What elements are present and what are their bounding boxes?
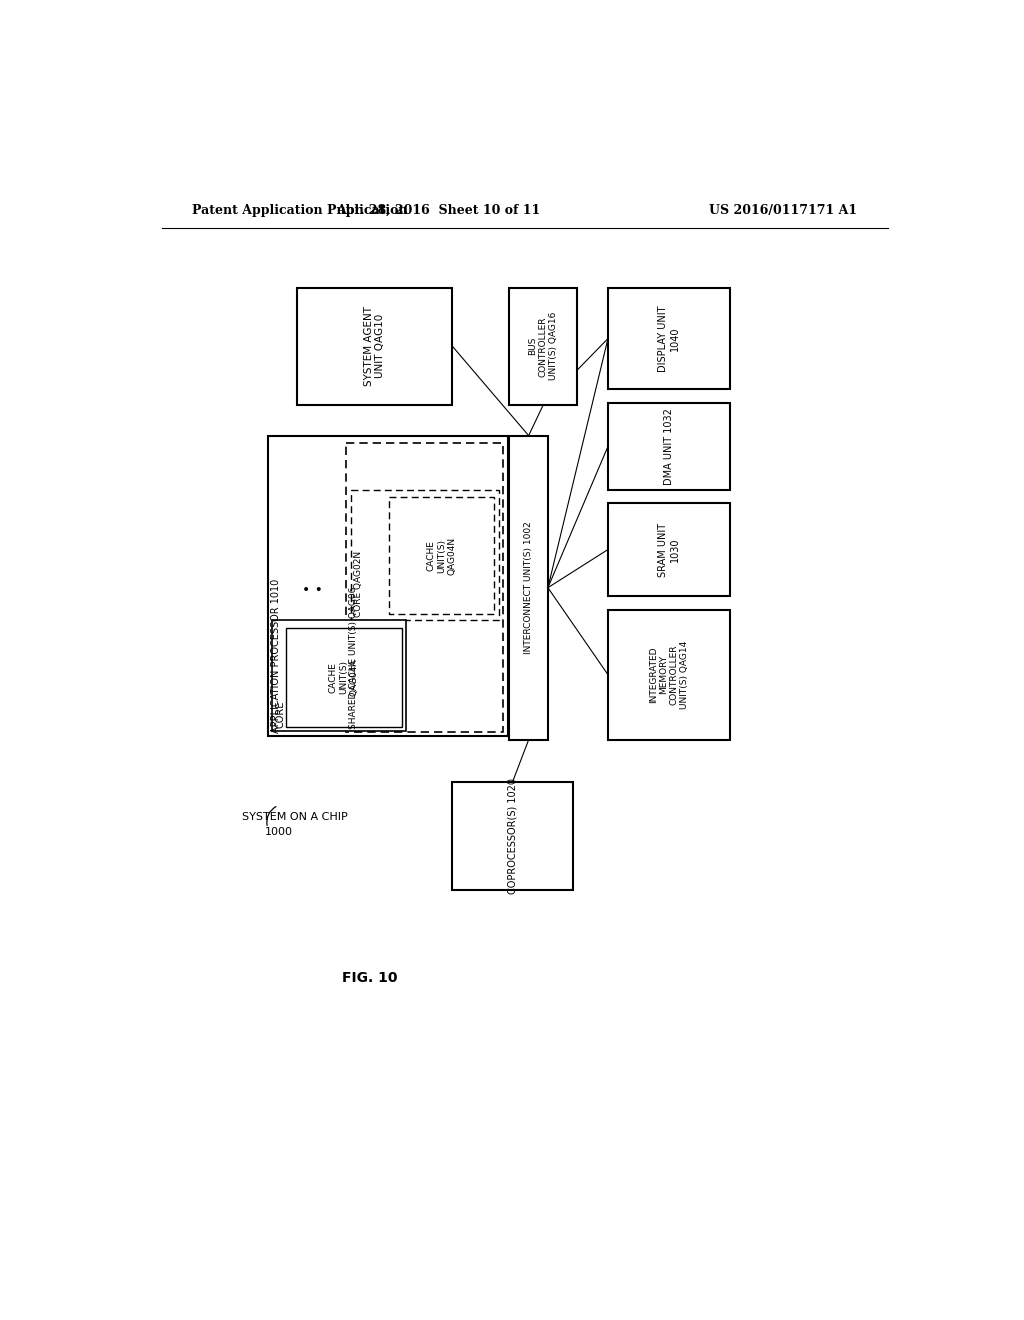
Text: SYSTEM AGENT
UNIT QAG10: SYSTEM AGENT UNIT QAG10 [364,306,385,387]
Text: DISPLAY UNIT
1040: DISPLAY UNIT 1040 [658,305,680,372]
Bar [286,628,401,726]
Text: US 2016/0117171 A1: US 2016/0117171 A1 [710,205,857,218]
Bar [509,288,578,405]
Bar [608,404,730,490]
Text: Apr. 28, 2016  Sheet 10 of 11: Apr. 28, 2016 Sheet 10 of 11 [337,205,541,218]
Text: Patent Application Publication: Patent Application Publication [193,205,408,218]
Text: INTEGRATED
MEMORY
CONTROLLER
UNIT(S) QAG14: INTEGRATED MEMORY CONTROLLER UNIT(S) QAG… [648,640,689,709]
Text: CORE: CORE [275,701,286,729]
Bar [346,444,503,733]
Bar [272,620,407,731]
Bar [509,436,548,739]
Bar [351,490,499,620]
Text: • •: • • [302,582,323,597]
Text: SRAM UNIT
1030: SRAM UNIT 1030 [658,523,680,577]
Bar [453,781,572,890]
Text: FIG. 10: FIG. 10 [342,972,397,986]
FancyArrowPatch shape [267,807,275,825]
Bar [608,288,730,389]
Text: INTERCONNECT UNIT(S) 1002: INTERCONNECT UNIT(S) 1002 [524,521,534,653]
Bar [388,498,494,614]
Bar [297,288,453,405]
Text: COPROCESSOR(S) 1020: COPROCESSOR(S) 1020 [508,777,517,894]
Text: APPLICATION PROCESSOR 1010: APPLICATION PROCESSOR 1010 [270,578,281,733]
Text: DMA UNIT 1032: DMA UNIT 1032 [664,408,674,484]
Bar [608,610,730,739]
Bar [608,503,730,595]
Text: CACHE
UNIT(S)
QAG04A: CACHE UNIT(S) QAG04A [329,659,358,696]
Text: CORE QAG02N: CORE QAG02N [354,552,362,618]
Text: 1000: 1000 [265,828,293,837]
Bar [267,436,508,737]
Text: SHARED CACHE UNIT(S) QAG06: SHARED CACHE UNIT(S) QAG06 [349,586,358,729]
Text: BUS
CONTROLLER
UNIT(S) QAG16: BUS CONTROLLER UNIT(S) QAG16 [528,312,558,380]
Text: CACHE
UNIT(S)
QAG04N: CACHE UNIT(S) QAG04N [426,537,456,574]
Text: SYSTEM ON A CHIP: SYSTEM ON A CHIP [243,812,348,822]
